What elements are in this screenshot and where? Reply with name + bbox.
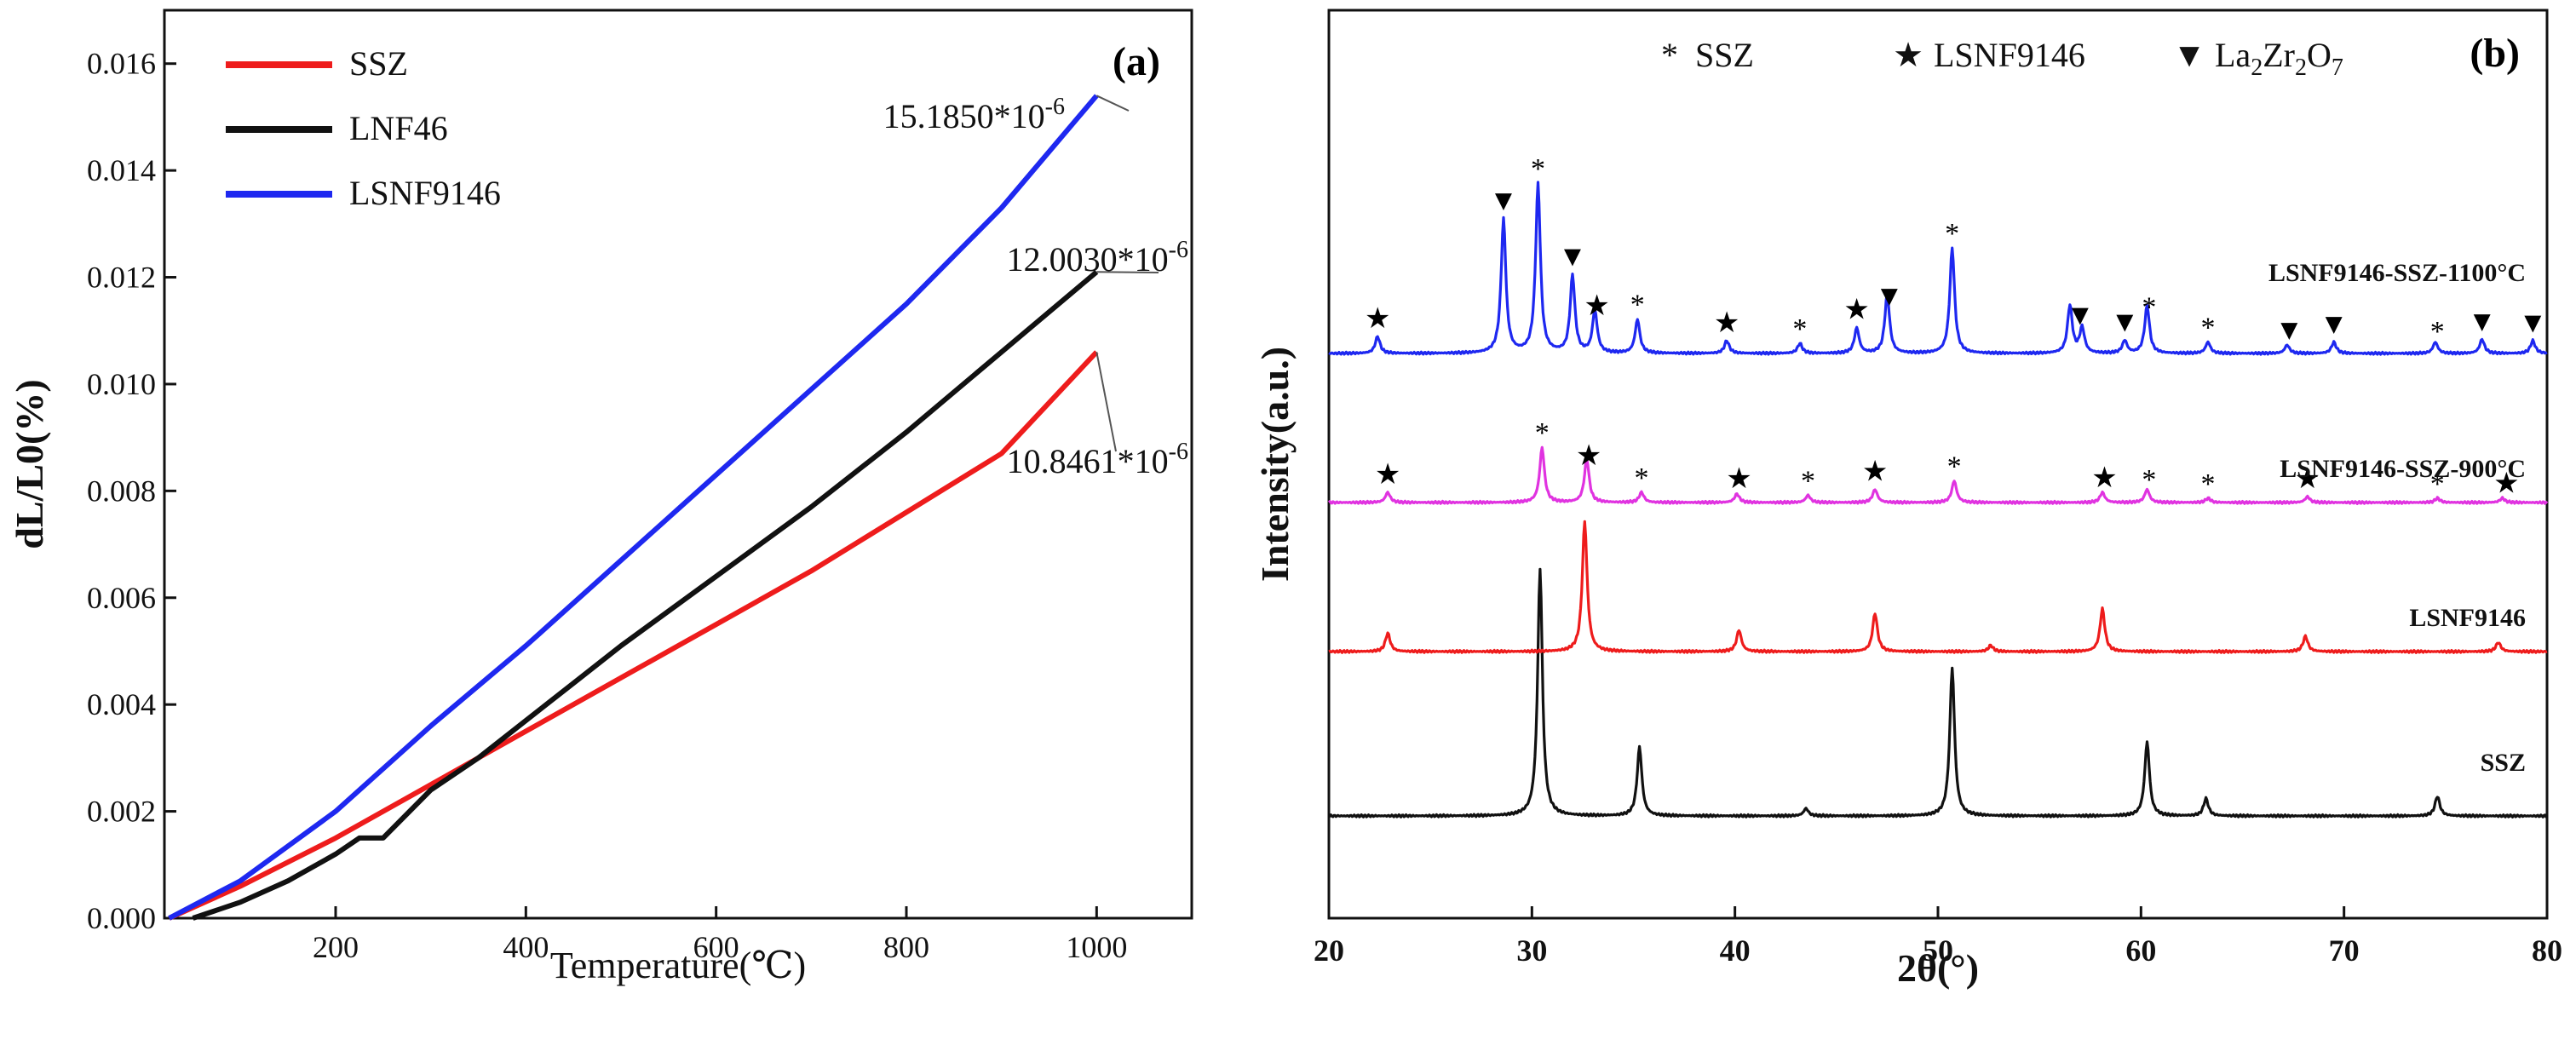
panel-b-x-tick-label: 70 xyxy=(2329,933,2360,968)
panel-a-y-tick-label: 0.014 xyxy=(87,153,156,187)
pattern-label: LSNF9146-SSZ-900°C xyxy=(2280,455,2526,483)
ssz-peak-marker: * xyxy=(1792,313,1807,345)
lsnf-peak-marker: ★ xyxy=(1375,459,1400,491)
la2zr2o7-peak-marker: ▼ xyxy=(2110,307,2139,338)
legend-label-lnf46: LNF46 xyxy=(349,109,448,147)
ssz-peak-marker: * xyxy=(1947,451,1962,482)
ssz-peak-marker: * xyxy=(1635,462,1649,494)
panel-b-x-tick-label: 80 xyxy=(2532,933,2562,968)
legend-label-0: SSZ xyxy=(1695,36,1754,74)
legend-label-lsnf9146: LSNF9146 xyxy=(349,174,501,212)
pattern-label: LSNF9146-SSZ-1100°C xyxy=(2268,259,2526,287)
legend-label-ssz: SSZ xyxy=(349,44,408,83)
ssz-peak-marker: * xyxy=(1535,417,1550,449)
panel-b: 20 30 40 50 60 70 80 ★▼*▼★ *★ *★ ▼*▼ ▼ ** ▼ ▼ * ▼ ▼★*★* ★… xyxy=(1253,9,2562,990)
annotation-leader-line xyxy=(1096,271,1159,273)
panel-a-y-tick-label: 0.002 xyxy=(87,795,156,829)
xrd-pattern-lsnf9146-ssz-1100-c xyxy=(1328,181,2548,356)
la2zr2o7-peak-marker: ▼ xyxy=(2274,314,2303,346)
panel-a-y-tick-label: 0.008 xyxy=(87,474,156,508)
lsnf-peak-marker: ★ xyxy=(2091,462,2117,494)
xrd-pattern-ssz xyxy=(1328,567,2548,819)
panel-a-x-axis-label: Temperature(℃) xyxy=(550,945,806,986)
panel-b-label: (b) xyxy=(2470,31,2520,76)
panel-b-x-tick-label: 40 xyxy=(1720,933,1751,968)
annotation-leader-line xyxy=(1095,352,1117,452)
panel-a-y-tick-label: 0.016 xyxy=(87,47,156,81)
panel-a-y-tick-label: 0.000 xyxy=(87,901,156,935)
lsnf-peak-marker: ★ xyxy=(1862,457,1888,488)
la2zr2o7-peak-marker: ▼ xyxy=(2468,306,2497,337)
panel-b-y-axis-label: Intensity(a.u.) xyxy=(1253,347,1297,582)
ssz-peak-marker: * xyxy=(1801,465,1815,497)
panel-a-y-tick-label: 0.010 xyxy=(87,367,156,401)
lsnf-peak-marker: ★ xyxy=(1843,294,1869,325)
lsnf-peak-marker: ★ xyxy=(1365,303,1390,335)
ssz-peak-marker: * xyxy=(1945,218,1959,250)
la2zr2o7-peak-marker: ▼ xyxy=(1489,186,1518,217)
lsnf-peak-marker: ★ xyxy=(1726,463,1751,495)
ssz-peak-marker: * xyxy=(2142,291,2156,323)
annotation-leader-line xyxy=(1095,95,1130,112)
legend-symbol-0: * xyxy=(1661,36,1678,74)
ssz-peak-marker: * xyxy=(1531,153,1545,185)
panel-a-x-tick-label: 600 xyxy=(693,930,739,964)
xrd-pattern-lsnf9146 xyxy=(1328,520,2548,654)
annotation-cte-ssz: 10.8461*10-6 xyxy=(1007,439,1188,480)
panel-a-y-tick-label: 0.012 xyxy=(87,261,156,295)
ssz-peak-marker: * xyxy=(2430,316,2445,348)
panel-a-x-tick-label: 800 xyxy=(883,930,929,964)
legend-symbol-1: ★ xyxy=(1893,36,1923,74)
legend-label-1: LSNF9146 xyxy=(1934,36,2085,74)
lsnf-peak-marker: ★ xyxy=(2295,463,2320,495)
panel-a-x-tick-label: 1000 xyxy=(1066,930,1127,964)
lsnf-peak-marker: ★ xyxy=(1714,307,1739,339)
la2zr2o7-peak-marker: ▼ xyxy=(1875,281,1904,313)
ssz-peak-marker: * xyxy=(2430,468,2445,500)
panel-b-x-tick-label: 30 xyxy=(1516,933,1547,968)
la2zr2o7-peak-marker: ▼ xyxy=(2320,309,2349,341)
pattern-label: SSZ xyxy=(2481,749,2526,777)
xrd-pattern-lsnf9146-ssz-900-c xyxy=(1327,445,2549,506)
la2zr2o7-peak-marker: ▼ xyxy=(1558,241,1587,273)
ssz-peak-marker: * xyxy=(1630,290,1645,321)
panel-a-y-axis-label: dL/L0(%) xyxy=(8,379,51,549)
panel-b-x-tick-label: 20 xyxy=(1314,933,1344,968)
la2zr2o7-peak-marker: ▼ xyxy=(2066,300,2095,331)
panel-a-label: (a) xyxy=(1113,39,1160,84)
ssz-peak-marker: * xyxy=(2200,313,2215,344)
annotation-cte-lnf46: 12.0030*10-6 xyxy=(1007,237,1188,279)
ssz-peak-marker: * xyxy=(2142,464,2156,496)
ssz-peak-marker: * xyxy=(2200,468,2215,500)
panel-a-x-tick-label: 200 xyxy=(313,930,359,964)
lsnf-peak-marker: ★ xyxy=(1584,290,1609,322)
series-line-lsnf9146 xyxy=(168,94,1099,921)
series-line-ssz xyxy=(168,350,1099,921)
panel-a-plot-frame xyxy=(163,9,1193,920)
la2zr2o7-peak-marker: ▼ xyxy=(2518,307,2547,339)
lsnf-peak-marker: ★ xyxy=(2493,468,2519,499)
panel-b-x-axis-label: 2θ(°) xyxy=(1897,946,1979,990)
lsnf-peak-marker: ★ xyxy=(1576,440,1601,472)
panel-a: 200 400 600 800 1000 0.000 0.002 0.004 0.006 0.00… xyxy=(8,9,1193,986)
panel-a-y-tick-label: 0.006 xyxy=(87,581,156,615)
series-line-lnf46 xyxy=(192,270,1099,921)
legend-symbol-2: ▼ xyxy=(2172,36,2206,74)
legend-label-2: La2Zr2O7 xyxy=(2215,36,2343,81)
pattern-label: LSNF9146 xyxy=(2409,604,2526,632)
panel-b-x-tick-label: 50 xyxy=(1923,933,1953,968)
panel-b-x-tick-label: 60 xyxy=(2125,933,2156,968)
annotation-cte-lsnf9146: 15.1850*10-6 xyxy=(883,94,1065,135)
panel-a-y-tick-label: 0.004 xyxy=(87,687,156,721)
panel-a-x-tick-label: 400 xyxy=(503,930,549,964)
